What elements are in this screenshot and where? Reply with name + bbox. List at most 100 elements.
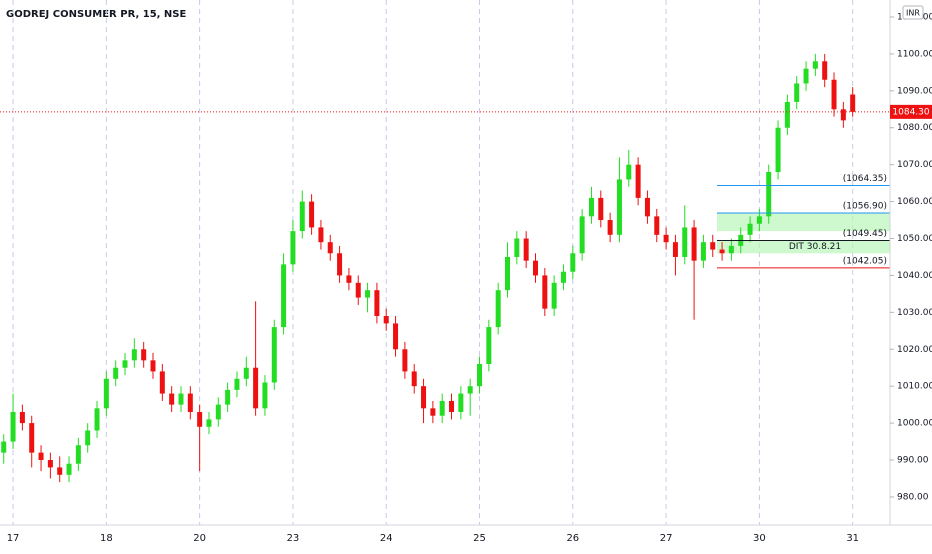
- candle-body: [822, 61, 828, 80]
- y-tick-label: 980.00: [897, 492, 929, 502]
- candle-body: [346, 275, 352, 283]
- candle-body: [775, 127, 781, 173]
- x-tick-label: 25: [473, 533, 486, 544]
- candle-body: [374, 290, 380, 317]
- candle-body: [449, 400, 455, 413]
- y-tick-label: 1020.00: [897, 345, 932, 355]
- candle-body: [1, 441, 7, 453]
- candle-body: [271, 327, 277, 383]
- candle-body: [626, 164, 632, 180]
- level-label: (1056.90): [843, 202, 887, 212]
- candle-body: [588, 197, 594, 217]
- candle-body: [225, 389, 231, 405]
- candle-body: [532, 260, 538, 276]
- y-tick-label: 1050.00: [897, 234, 932, 244]
- candle-body: [38, 452, 44, 461]
- x-tick-label: 20: [193, 533, 206, 544]
- candle-body: [831, 79, 837, 110]
- candle-body: [710, 242, 716, 250]
- candle-body: [635, 164, 641, 198]
- candle-body: [812, 61, 818, 69]
- x-tick-label: 17: [7, 533, 20, 544]
- candle-body: [477, 364, 483, 387]
- candle-body: [505, 256, 511, 291]
- last-price-box: [890, 104, 932, 119]
- candle-body: [141, 349, 147, 361]
- candle-body: [215, 404, 221, 420]
- candle-body: [393, 323, 399, 350]
- level-label: (1049.45): [843, 229, 887, 239]
- candle-body: [719, 249, 725, 254]
- candle-body: [150, 360, 156, 372]
- candle-body: [318, 227, 324, 243]
- candle-body: [262, 382, 268, 409]
- candle-body: [94, 408, 100, 431]
- candle-body: [197, 412, 203, 427]
- candle-body: [85, 430, 91, 446]
- candle-body: [840, 109, 846, 121]
- candle-body: [850, 94, 856, 112]
- y-tick-label: 1040.00: [897, 271, 932, 281]
- y-tick-label: 1070.00: [897, 160, 932, 170]
- y-tick-label: 1100.00: [897, 49, 932, 59]
- candle-body: [663, 234, 669, 243]
- candle-body: [57, 467, 63, 475]
- candle-body: [383, 316, 389, 324]
- x-tick-label: 23: [287, 533, 300, 544]
- candle-body: [47, 460, 53, 468]
- level-label: (1064.35): [843, 174, 887, 184]
- chart-title: GODREJ CONSUMER PR, 15, NSE: [6, 9, 187, 20]
- candle-body: [122, 360, 128, 368]
- candle-body: [402, 349, 408, 372]
- candle-body: [803, 68, 809, 84]
- candle-body: [514, 238, 520, 257]
- candle-body: [75, 445, 81, 464]
- candle-body: [495, 290, 501, 328]
- candle-body: [19, 412, 25, 424]
- candle-body: [234, 378, 240, 390]
- candle-body: [598, 197, 604, 221]
- candle-body: [607, 220, 613, 235]
- candle-body: [560, 271, 566, 283]
- candle-body: [411, 371, 417, 387]
- candle-body: [747, 223, 753, 235]
- candle-body: [159, 371, 165, 394]
- candle-body: [253, 367, 259, 409]
- x-tick-label: 24: [380, 533, 393, 544]
- candle-body: [299, 201, 305, 232]
- candle-body: [243, 367, 249, 379]
- x-tick-label: 26: [566, 533, 579, 544]
- candle-body: [523, 238, 529, 261]
- y-tick-label: 1030.00: [897, 308, 932, 318]
- candle-body: [579, 216, 585, 254]
- y-tick-label: 1010.00: [897, 382, 932, 392]
- candle-body: [290, 231, 296, 265]
- y-tick-label: 1090.00: [897, 86, 932, 96]
- candle-body: [10, 412, 16, 442]
- candle-body: [355, 282, 361, 298]
- candle-body: [281, 264, 287, 328]
- candle-body: [551, 282, 557, 309]
- currency-label: INR: [906, 9, 920, 18]
- candle-body: [365, 290, 371, 298]
- candle-body: [794, 83, 800, 102]
- x-tick-label: 18: [100, 533, 113, 544]
- candle-body: [486, 327, 492, 365]
- candle-body: [309, 201, 315, 228]
- candle-body: [337, 253, 343, 276]
- candle-body: [187, 393, 193, 413]
- currency-badge: [902, 5, 924, 20]
- x-tick-label: 27: [660, 533, 673, 544]
- candle-body: [570, 253, 576, 272]
- last-price-label: 1084.30: [892, 107, 929, 117]
- x-tick-label: 30: [753, 533, 766, 544]
- candle-body: [66, 463, 72, 475]
- candle-body: [682, 227, 688, 257]
- candle-body: [542, 275, 548, 309]
- annotation: DIT 30.8.21: [789, 242, 841, 252]
- y-tick-label: 1000.00: [897, 419, 932, 429]
- candle-body: [327, 242, 333, 254]
- level-label: (1042.05): [843, 256, 887, 266]
- x-tick-label: 31: [846, 533, 859, 544]
